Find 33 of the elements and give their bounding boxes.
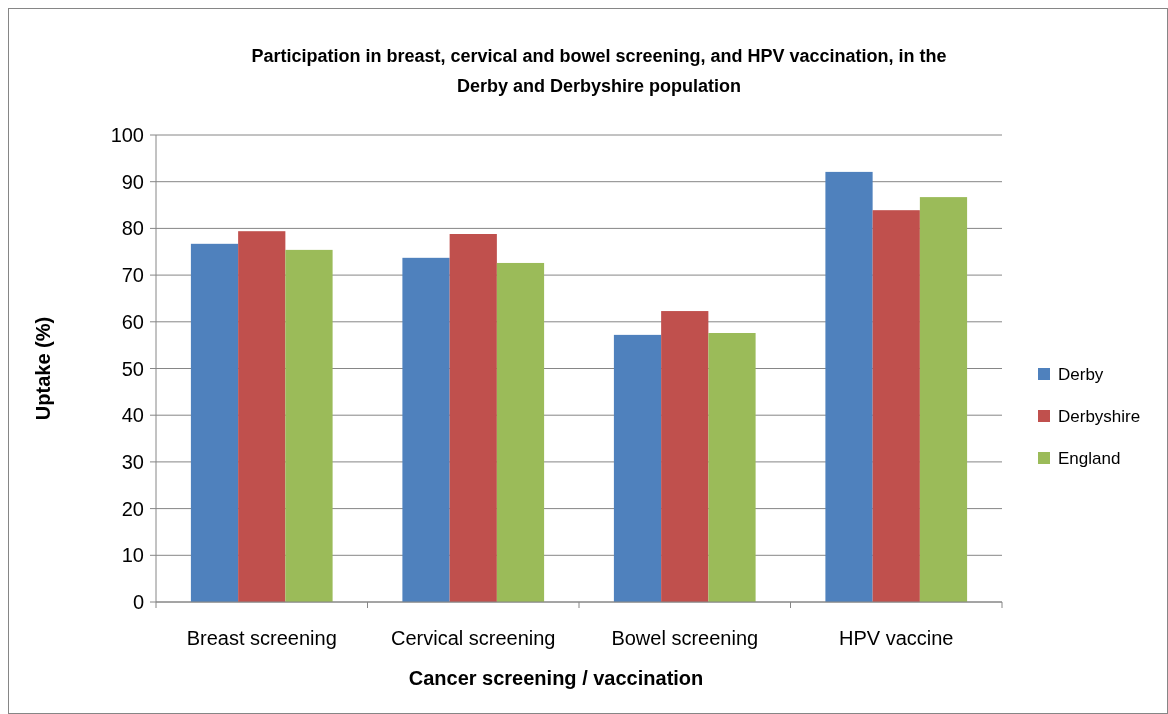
bar: [661, 311, 709, 602]
y-axis-title: Uptake (%): [32, 316, 54, 421]
y-tick-label: 20: [121, 497, 144, 520]
bar: [238, 231, 286, 602]
bar: [613, 334, 662, 602]
y-tick-label: 40: [121, 404, 144, 427]
bar: [190, 243, 239, 602]
y-tick-label: 80: [121, 217, 144, 240]
bar: [449, 234, 497, 602]
legend-label: England: [1058, 448, 1121, 468]
y-tick-label: 30: [121, 450, 144, 473]
y-tick-label: 90: [121, 170, 144, 193]
y-tick-label: 100: [110, 124, 144, 146]
legend-label: Derbyshire: [1058, 406, 1141, 426]
y-tick-label: 70: [121, 264, 144, 287]
y-tick-label: 0: [132, 591, 144, 613]
y-tick-label: 10: [121, 544, 144, 567]
y-tick-label: 60: [121, 310, 144, 333]
x-tick-label: Breast screening: [186, 627, 337, 649]
bar: [919, 197, 968, 602]
legend-label: Derby: [1058, 364, 1104, 384]
x-axis-title: Cancer screening / vaccination: [408, 667, 704, 689]
bar: [872, 210, 920, 602]
bar: [402, 257, 450, 602]
bar: [708, 333, 756, 602]
bar: [825, 171, 873, 602]
bar: [285, 249, 333, 602]
x-tick-label: Bowel screening: [611, 627, 759, 649]
x-tick-label: Cervical screening: [390, 627, 556, 649]
bar: [496, 262, 545, 602]
chart-title: Participation in breast, cervical and bowel screening, and HPV vaccination, in the Derby and Derbyshire population: [251, 46, 947, 96]
y-tick-label: 50: [121, 357, 144, 380]
x-tick-label: HPV vaccine: [839, 627, 954, 649]
